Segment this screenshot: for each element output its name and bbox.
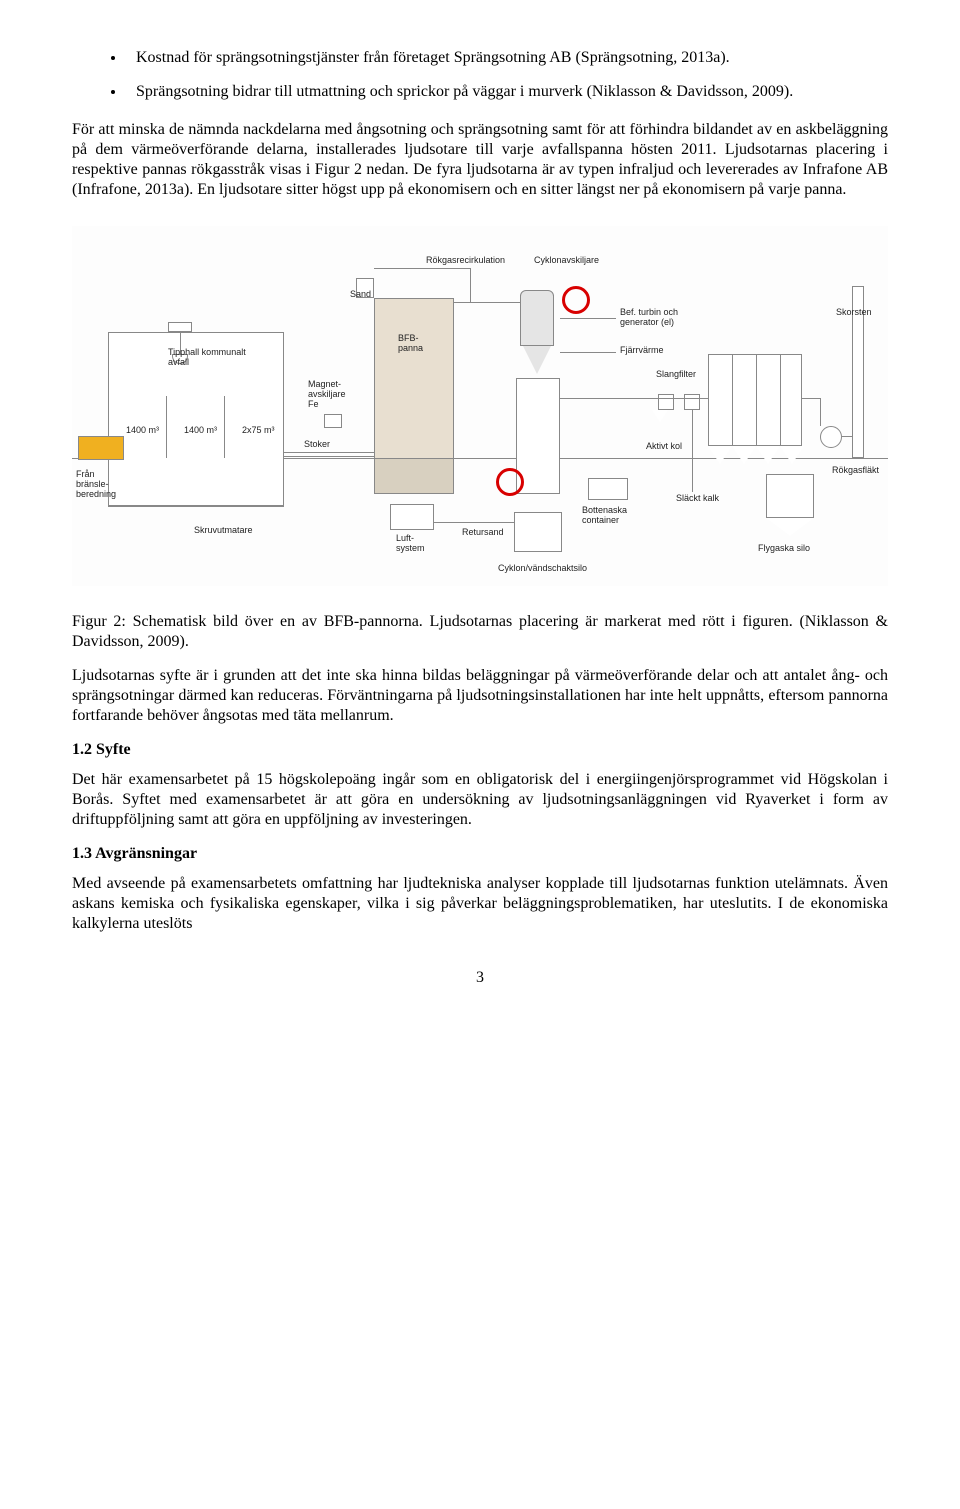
- heading-syfte: 1.2 Syfte: [72, 740, 888, 760]
- label-skruv: Skruvutmatare: [194, 526, 253, 536]
- label-sand: Sand: [350, 290, 371, 300]
- heading-avgransningar: 1.3 Avgränsningar: [72, 844, 888, 864]
- ljudsotare-marker-bottom: [496, 468, 524, 496]
- paragraph-after-figure: Ljudsotarnas syfte är i grunden att det …: [72, 666, 888, 726]
- rokgasflakt: [820, 426, 842, 448]
- label-aktivt-kol: Aktivt kol: [646, 442, 682, 452]
- bullet-list: Kostnad för sprängsotningstjänster från …: [72, 48, 888, 102]
- label-cyklonav: Cyklonavskiljare: [534, 256, 599, 266]
- label-rokgasrec: Rökgasrecirkulation: [426, 256, 505, 266]
- label-fran-bransle: Frånbränsle-beredning: [76, 470, 116, 500]
- label-skorsten: Skorsten: [836, 308, 872, 318]
- flygaska-silo: [766, 474, 814, 518]
- label-magnet: Magnet-avskiljareFe: [308, 380, 346, 410]
- label-bfbpanna: BFB-panna: [398, 334, 423, 354]
- bullet-item: Sprängsotning bidrar till utmattning och…: [126, 82, 888, 102]
- figure-2: Frånbränsle-beredning Tipphall kommunalt…: [72, 226, 888, 586]
- label-retursand: Retursand: [462, 528, 504, 538]
- figure-caption: Figur 2: Schematisk bild över en av BFB-…: [72, 612, 888, 652]
- label-bottenaska: Bottenaskacontainer: [582, 506, 627, 526]
- paragraph-syfte: Det här examensarbetet på 15 högskolepoä…: [72, 770, 888, 830]
- label-fjarrvarme: Fjärrvärme: [620, 346, 664, 356]
- paragraph-avgransningar: Med avseende på examensarbetets omfattni…: [72, 874, 888, 934]
- label-flygaska: Flygaska silo: [758, 544, 810, 554]
- label-vol1: 1400 m³: [126, 426, 159, 436]
- luftsystem: [390, 504, 434, 530]
- label-slangfilter: Slangfilter: [656, 370, 696, 380]
- label-luftsystem: Luft-system: [396, 534, 425, 554]
- label-vol2: 1400 m³: [184, 426, 217, 436]
- bulldozer-icon: [78, 436, 124, 460]
- schematic-diagram: Frånbränsle-beredning Tipphall kommunalt…: [72, 226, 888, 586]
- label-cyklon-silo: Cyklon/vändschaktsilo: [498, 564, 587, 574]
- ljudsotare-marker-top: [562, 286, 590, 314]
- label-2x75: 2x75 m³: [242, 426, 275, 436]
- label-slackt-kalk: Släckt kalk: [676, 494, 719, 504]
- cyklonavskiljare: [520, 290, 554, 346]
- bullet-item: Kostnad för sprängsotningstjänster från …: [126, 48, 888, 68]
- slangfilter: [708, 354, 802, 446]
- label-rokgasflakt: Rökgasfläkt: [832, 466, 879, 476]
- label-stoker: Stoker: [304, 440, 330, 450]
- label-bef-turbin: Bef. turbin ochgenerator (el): [620, 308, 678, 328]
- label-tipphall: Tipphall kommunaltavfall: [168, 348, 246, 368]
- paragraph-intro: För att minska de nämnda nackdelarna med…: [72, 120, 888, 200]
- page-number: 3: [72, 968, 888, 988]
